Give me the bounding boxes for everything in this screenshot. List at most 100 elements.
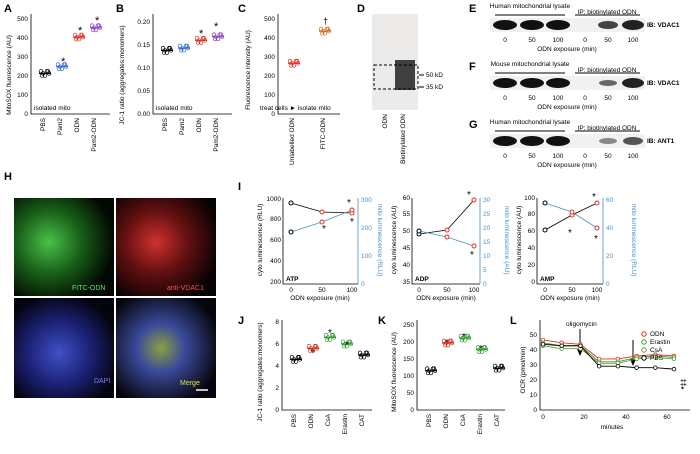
g-tick: 0 <box>503 153 507 160</box>
i-adp-ytick: 35 <box>403 279 411 286</box>
panel-j: J JC-1 ratio (aggregates:monomers) 0 2 4… <box>238 315 372 434</box>
panel-g-letter: G <box>469 119 478 131</box>
l-ytick: 50 <box>530 332 538 339</box>
l-ytick: 0 <box>533 407 537 414</box>
k-ytick: 0 <box>410 407 414 414</box>
i-atp-ytick: 800 <box>270 216 281 223</box>
g-tick: 100 <box>628 153 639 160</box>
f-xlabel: ODN exposure (min) <box>537 104 597 111</box>
series-point <box>653 355 658 360</box>
panel-a-points <box>38 23 103 78</box>
panel-b-letter: B <box>116 3 124 15</box>
l-xtick: 40 <box>622 414 630 421</box>
series-point <box>578 343 583 348</box>
series-line-odn <box>542 339 675 360</box>
panel-j-letter: J <box>238 315 244 327</box>
legend-odn: ODN <box>650 331 665 338</box>
j-xtick: CAT <box>359 414 366 427</box>
legend-marker <box>641 331 647 337</box>
i-amp-ytick: 60 <box>528 228 536 235</box>
panel-d-letter: D <box>357 3 365 15</box>
i-atp-ytick: 400 <box>270 258 281 265</box>
k-ytick: 150 <box>403 356 414 363</box>
panel-a-letter: A <box>4 3 12 15</box>
panel-b-note: isolated mito <box>156 105 193 112</box>
star: * <box>470 250 474 261</box>
point <box>471 197 477 203</box>
f-tick: 100 <box>628 95 639 102</box>
marker-50kd: 50 kD <box>426 72 443 79</box>
i-adp-ytick: 55 <box>403 211 411 218</box>
l-xlabel: minutes <box>601 424 625 431</box>
c-ytick: 400 <box>264 35 275 42</box>
band <box>520 78 544 88</box>
k-ytick: 50 <box>407 390 415 397</box>
series-point <box>596 364 602 369</box>
panel-b-axes <box>152 14 232 115</box>
c-ytick: 500 <box>264 16 275 23</box>
k-xtick: PBS <box>426 413 433 427</box>
l-xtick: 20 <box>580 414 588 421</box>
b-xtick: ODN <box>196 118 203 133</box>
b-ytick: 0.00 <box>137 111 150 118</box>
i-amp-xlabel: ODN exposure (min) <box>540 295 600 302</box>
g-tick: 50 <box>604 153 612 160</box>
a-xtick: Pam2 <box>57 118 64 135</box>
c-xtick: Unlabelled ODN <box>289 118 296 165</box>
c-dagger: † <box>323 16 328 26</box>
blot-d-box <box>373 64 419 90</box>
panel-k-letter: K <box>378 315 386 327</box>
panel-e: E Human mitochondrial lysate IP: biotiny… <box>469 3 680 53</box>
k-xtick: ODN <box>443 414 450 429</box>
i-adp-y2label: mito luminescence (AU) <box>503 206 510 275</box>
l-ytick: 10 <box>530 392 538 399</box>
c-ytick: 300 <box>264 54 275 61</box>
panel-c-ylabel: Fluorescence intensity (AU) <box>245 30 252 110</box>
image-fitc-odn <box>14 198 114 296</box>
i-atp-y2tick: 100 <box>361 253 372 260</box>
star: * <box>479 344 483 355</box>
panel-k-ylabel: MitoSOX fluorescence (AU) <box>391 332 398 412</box>
panel-a-axes <box>30 14 110 115</box>
marker-35kd: 35 kD <box>426 84 443 91</box>
i-atp-y2label: mito luminescence (RLU) <box>376 204 383 277</box>
a-ytick: 200 <box>17 73 28 80</box>
j-ytick: 2 <box>275 385 279 392</box>
point <box>569 209 575 215</box>
star: * <box>462 332 466 343</box>
series-point <box>653 365 658 370</box>
legend-marker <box>641 339 647 345</box>
series-point <box>634 356 639 362</box>
data-point <box>211 32 217 37</box>
panel-j-points <box>289 333 371 364</box>
j-xtick: CsA <box>325 413 332 426</box>
panel-l-axes <box>539 320 690 411</box>
panel-l-lines <box>540 337 677 372</box>
panel-b: B JC-1 ratio (aggregates:monomers) 0.00 … <box>116 3 232 152</box>
data-point <box>287 58 293 64</box>
band <box>546 136 570 146</box>
data-point <box>318 26 324 32</box>
l-ytick: 20 <box>530 377 538 384</box>
star: * <box>347 198 351 209</box>
i-adp-xlabel: ODN exposure (min) <box>416 295 476 302</box>
point <box>288 229 294 235</box>
panel-a-note: isolated mito <box>34 105 71 112</box>
star: * <box>592 192 596 203</box>
j-ytick: 8 <box>275 319 279 326</box>
a-star: * <box>95 15 100 27</box>
i-atp-ytick: 600 <box>270 237 281 244</box>
f-tick: 50 <box>604 95 612 102</box>
star: * <box>445 338 449 349</box>
c-xtick: FITC-ODN <box>320 118 327 149</box>
i-adp-y2tick: 30 <box>483 197 491 204</box>
i-atp-y2tick: 300 <box>361 197 372 204</box>
point <box>288 200 294 206</box>
f-ib: IB: VDAC1 <box>647 80 680 87</box>
g-tick: 0 <box>583 153 587 160</box>
panel-h: H FITC-ODN anti-VDAC1 DAPI Merge <box>4 171 216 398</box>
j-xtick: Erastin <box>342 414 349 435</box>
i-xtick: 0 <box>543 287 547 294</box>
panel-a: A MitoSOX fluorescence (AU) 0 100 200 30… <box>4 3 110 152</box>
h-label-dapi: DAPI <box>94 378 110 385</box>
